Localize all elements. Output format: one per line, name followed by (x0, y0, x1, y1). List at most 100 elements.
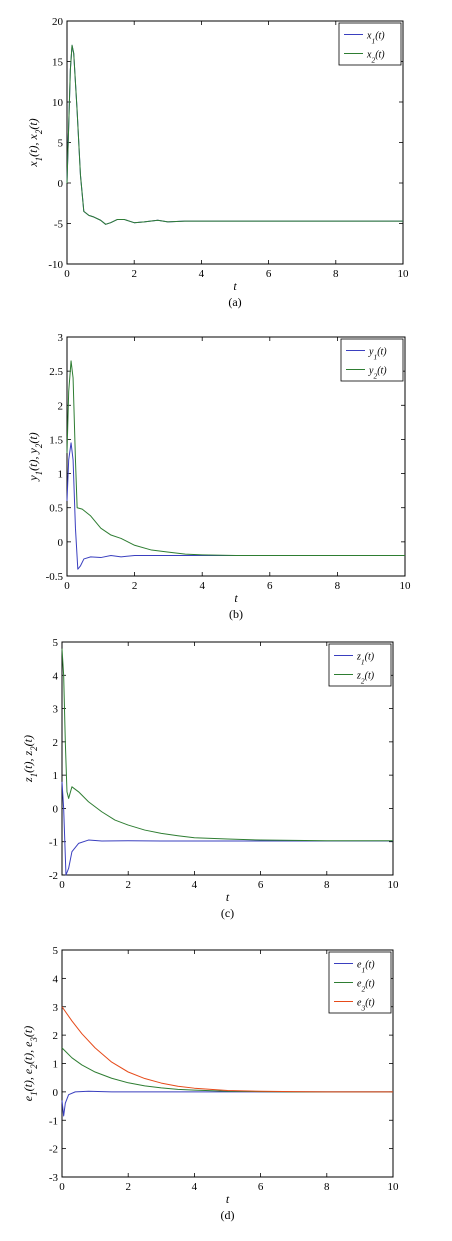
x-tick-label: 4 (192, 879, 198, 891)
x-tick-label: 10 (398, 268, 410, 280)
y-tick-label: 3 (53, 704, 59, 716)
legend-label-1: e1(t) (357, 960, 375, 975)
y-tick-label: 0 (53, 803, 59, 815)
y-tick-label: 1 (58, 469, 64, 481)
chart-panel-d: 0 2 4 6 8 10 -3 -2 -1 0 1 2 3 4 5 t e1(t), e2(t), e3(t) (… (21, 945, 399, 1222)
x-tick-label: 8 (324, 879, 330, 891)
y-tick-label: 0 (58, 178, 64, 190)
legend-box (340, 338, 404, 382)
y-tick-label: 4 (53, 670, 59, 682)
x-axis-label: t (226, 890, 230, 904)
x-tick-label: 4 (199, 268, 205, 280)
series-line-2 (61, 648, 393, 842)
y-tick-label: 5 (53, 945, 59, 957)
series-line-1 (66, 442, 405, 570)
x-axis-label: t (233, 279, 237, 293)
y-axis-label-group: x1(t), x2(t) (26, 118, 44, 167)
x-axis-label: t (226, 1192, 230, 1206)
y-tick-label: 0.5 (49, 503, 63, 515)
y-tick-label: -1 (49, 1115, 58, 1127)
chart-panel-c: 0 2 4 6 8 10 -2 -1 0 1 2 3 4 5 t z1(t), z2(t) (c) z1(t) z2… (21, 637, 399, 920)
x-tick-label: 6 (266, 268, 272, 280)
panel-caption: (a) (228, 295, 241, 309)
x-tick-label: 8 (324, 1181, 330, 1193)
y-axis-label: x1(t), x2(t) (26, 118, 44, 167)
y-axis-label: y1(t), y2(t) (26, 432, 44, 481)
x-tick-label: 2 (131, 268, 137, 280)
y-axis-label-group: z1(t), z2(t) (21, 735, 39, 783)
x-tick-label: 8 (333, 268, 339, 280)
x-tick-label: 6 (258, 879, 264, 891)
plot-frame (66, 336, 406, 577)
legend-label-2: e2(t) (357, 979, 375, 994)
x-tick-label: 0 (59, 879, 65, 891)
x-tick-label: 2 (132, 580, 138, 592)
series-line-1 (66, 44, 403, 225)
series-line-3 (61, 1006, 393, 1093)
legend-box (338, 22, 402, 66)
x-tick-label: 6 (258, 1181, 264, 1193)
x-tick-label: 10 (400, 580, 412, 592)
x-tick-label: 10 (388, 1181, 400, 1193)
y-tick-label: 5 (58, 138, 64, 150)
y-axis-label: e1(t), e2(t), e3(t) (21, 1026, 39, 1101)
legend-label-1: x1(t) (366, 31, 385, 46)
x-tick-label: 4 (199, 580, 205, 592)
y-tick-label: 2 (53, 737, 59, 749)
panel-caption: (c) (221, 906, 234, 920)
x-tick-label: 8 (335, 580, 341, 592)
legend-label-1: z1(t) (356, 652, 375, 667)
y-tick-label: 20 (52, 16, 64, 28)
x-tick-label: 4 (192, 1181, 198, 1193)
y-tick-label: -2 (49, 870, 58, 882)
x-tick-label: 0 (64, 268, 70, 280)
y-tick-label: -5 (54, 219, 64, 231)
y-tick-label: -1 (49, 837, 58, 849)
y-tick-label: 2 (58, 400, 64, 412)
x-tick-label: 2 (125, 879, 131, 891)
y-axis-label: z1(t), z2(t) (21, 735, 39, 783)
y-tick-label: 3 (53, 1002, 59, 1014)
legend-label-2: z2(t) (356, 671, 375, 686)
y-tick-label: 10 (52, 97, 64, 109)
y-tick-label: 2 (53, 1030, 59, 1042)
y-tick-label: -10 (48, 259, 63, 271)
y-tick-label: -2 (49, 1144, 58, 1156)
x-axis-label: t (234, 591, 238, 605)
x-tick-label: 0 (59, 1181, 65, 1193)
chart-panel-a: 0 2 4 6 8 10 -10 -5 0 5 10 15 20 t x1(t), x2(t) (a) x1(t… (26, 16, 409, 309)
legend-label-3: e3(t) (357, 998, 375, 1013)
legend-label-2: x2(t) (366, 50, 385, 65)
y-tick-label: 5 (53, 637, 59, 649)
y-tick-label: 1 (53, 770, 59, 782)
legend-label-2: y2(t) (368, 366, 387, 381)
series-line-2 (61, 1047, 393, 1093)
series-line-2 (66, 360, 405, 557)
x-tick-label: 0 (64, 580, 70, 592)
y-tick-label: 1 (53, 1059, 59, 1071)
series-line-2 (66, 44, 403, 225)
y-tick-label: 2.5 (49, 366, 63, 378)
y-axis-label-group: y1(t), y2(t) (26, 432, 44, 481)
y-tick-label: 0 (58, 537, 64, 549)
y-tick-label: -3 (49, 1172, 59, 1184)
series-line-1 (61, 781, 393, 876)
panel-caption: (d) (221, 1208, 235, 1222)
y-axis-label-group: e1(t), e2(t), e3(t) (21, 1026, 39, 1101)
x-tick-label: 2 (125, 1181, 131, 1193)
x-tick-label: 10 (388, 879, 400, 891)
x-tick-label: 6 (267, 580, 273, 592)
panel-caption: (b) (229, 607, 243, 621)
y-tick-label: 1.5 (49, 434, 63, 446)
y-tick-label: 0 (53, 1087, 59, 1099)
y-tick-label: 3 (58, 332, 64, 344)
y-tick-label: 15 (52, 57, 64, 69)
series-line-1 (61, 1090, 393, 1117)
legend-label-1: y1(t) (368, 347, 387, 362)
y-tick-label: 4 (53, 973, 59, 985)
y-tick-label: -0.5 (46, 571, 64, 583)
plot-frame (61, 641, 394, 876)
legend-box (328, 643, 392, 687)
